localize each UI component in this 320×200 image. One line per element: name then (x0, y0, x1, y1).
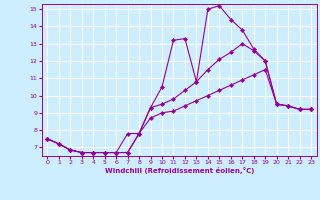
X-axis label: Windchill (Refroidissement éolien,°C): Windchill (Refroidissement éolien,°C) (105, 167, 254, 174)
